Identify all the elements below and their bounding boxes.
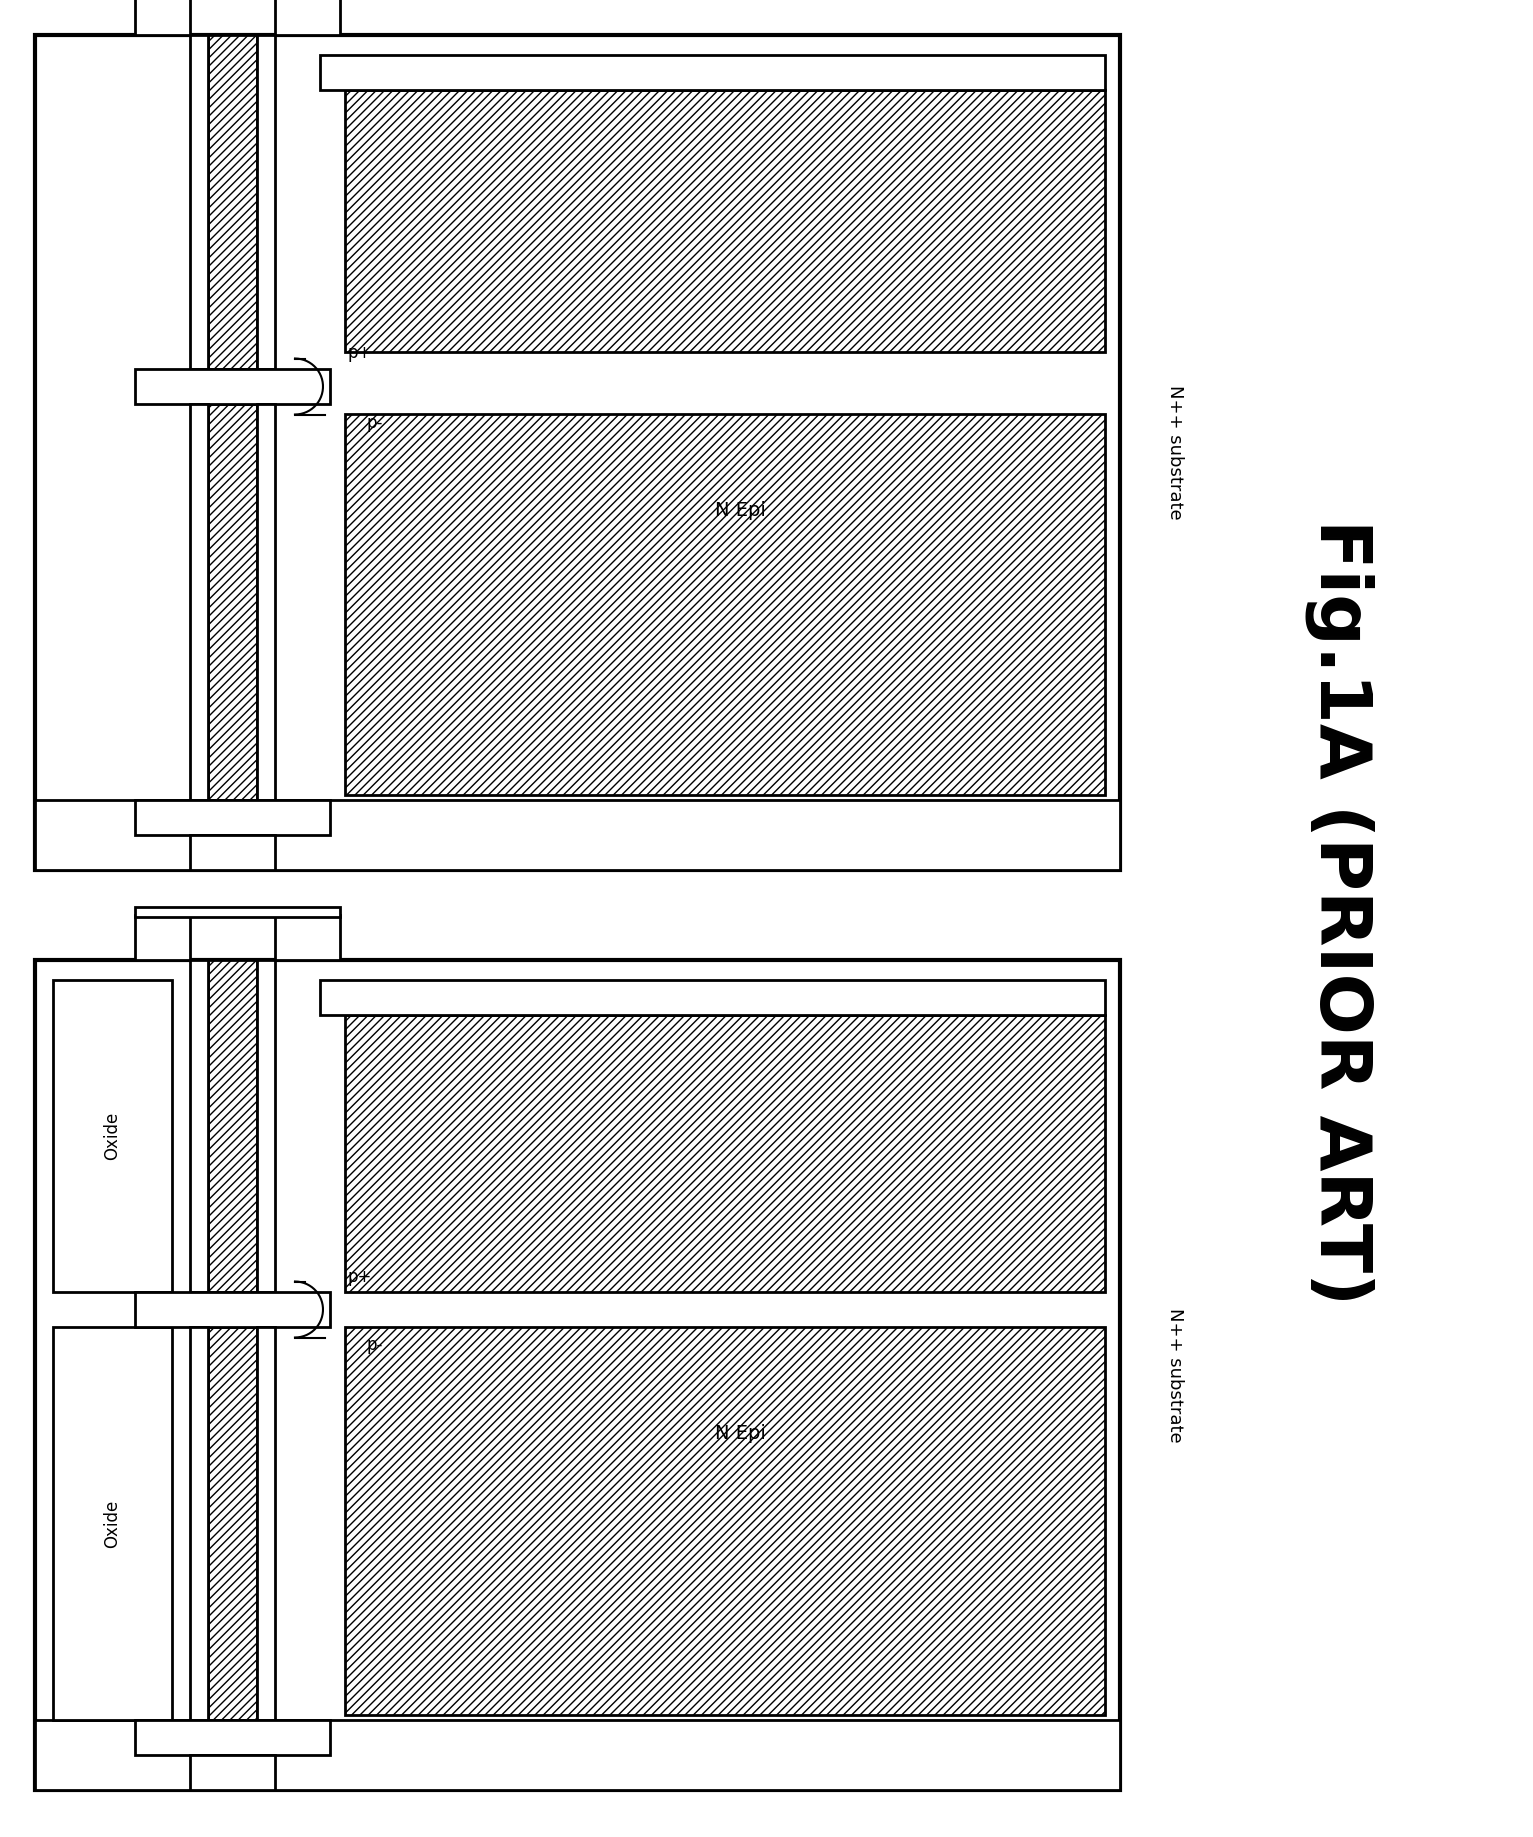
Bar [190,1754,274,1789]
Bar [135,799,330,836]
Bar [258,961,274,1291]
Bar [35,1719,1121,1789]
Text: p+: p+ [348,1268,373,1286]
Bar [135,0,190,35]
Bar [190,404,208,799]
Bar [208,404,258,799]
Bar [35,35,1121,871]
Bar [190,35,208,369]
Bar [35,961,1121,1789]
Bar [208,1326,258,1719]
Bar [135,915,190,961]
Bar [190,961,208,1291]
Text: Oxide: Oxide [104,1111,121,1161]
Bar [258,35,274,369]
Bar [320,55,1105,90]
Bar [345,90,1105,353]
Bar [54,979,172,1291]
Bar [190,836,274,871]
Bar [345,413,1105,795]
Text: p-: p- [366,413,383,432]
Bar [258,1326,274,1719]
Bar [208,35,258,369]
Bar [208,961,258,1291]
Bar [345,1016,1105,1291]
Bar [190,1326,208,1719]
Bar [135,1719,330,1754]
Bar [35,799,1121,871]
Bar [258,404,274,799]
Text: N Epi: N Epi [714,1424,765,1442]
Text: p+: p+ [348,345,373,362]
Text: N Epi: N Epi [714,502,765,520]
Text: N++ substrate: N++ substrate [1167,1308,1183,1442]
Bar [274,915,340,961]
Text: N++ substrate: N++ substrate [1167,386,1183,520]
Bar [135,1291,330,1326]
Bar [345,1326,1105,1716]
Text: p-: p- [366,1337,383,1354]
Bar [135,369,330,404]
Bar [54,1326,172,1719]
Bar [320,979,1105,1016]
Text: Fig.1A (PRIOR ART): Fig.1A (PRIOR ART) [1305,520,1375,1306]
Bar [274,0,340,35]
Text: Oxide: Oxide [104,1499,121,1547]
Bar [135,907,340,917]
